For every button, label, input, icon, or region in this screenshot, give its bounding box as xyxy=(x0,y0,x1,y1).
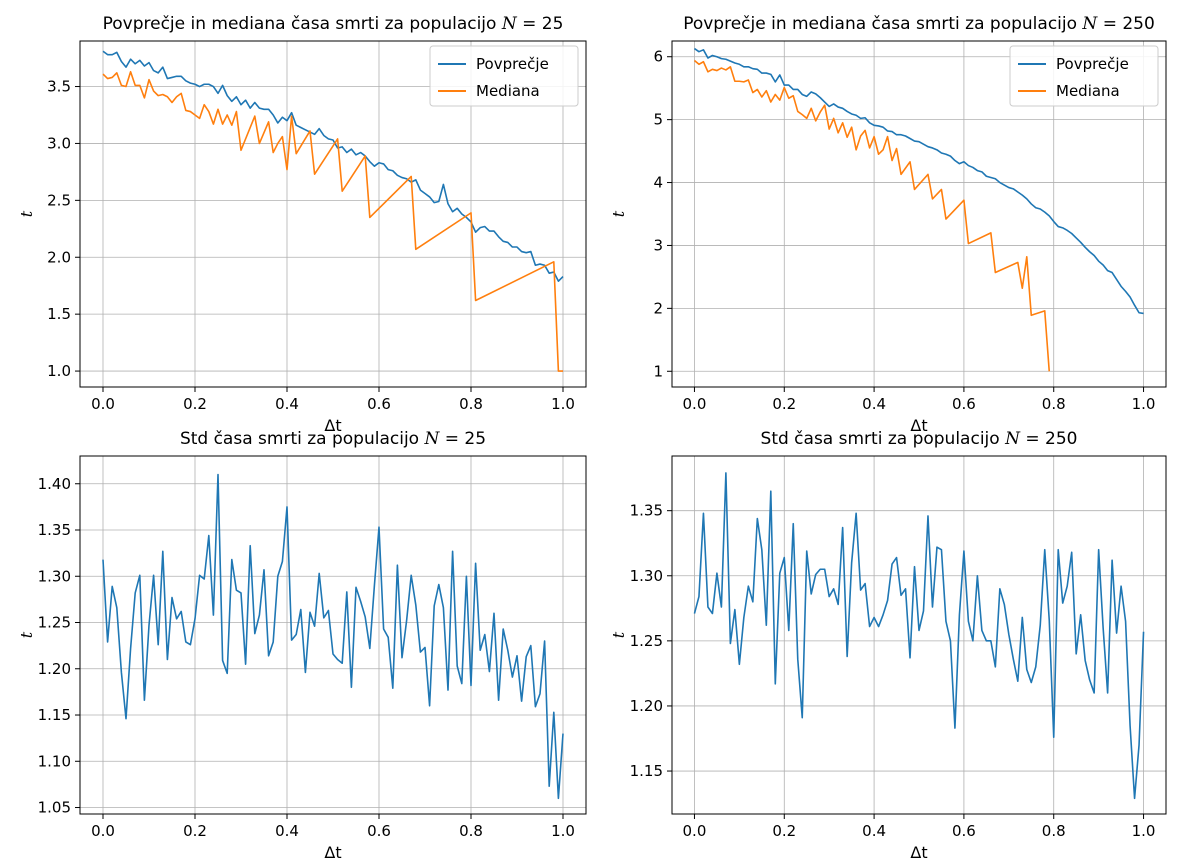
x-axis-label: Δt xyxy=(324,416,341,435)
series-line-mediana xyxy=(693,59,1051,372)
y-tick-label: 3 xyxy=(653,236,663,254)
x-tick-label: 0.2 xyxy=(183,395,207,413)
legend: Povprečje Mediana xyxy=(429,45,579,107)
x-tick-label: 0.6 xyxy=(952,395,976,413)
x-axis-label: Δt xyxy=(910,416,927,435)
series-line-povprečje xyxy=(693,47,1144,315)
chart-title-text: Std časa smrti za populacijo xyxy=(761,429,1006,449)
x-tick-label: 0.2 xyxy=(772,822,796,840)
legend-box xyxy=(429,45,579,107)
x-tick-label: 0.0 xyxy=(683,822,707,840)
chart-title-math: N xyxy=(501,14,518,34)
chart-title-math: N xyxy=(1004,429,1021,449)
y-tick-label: 1 xyxy=(653,362,663,380)
x-tick-label: 0.6 xyxy=(952,822,976,840)
chart-panel-1: 0.0 0.2 0.4 0.6 0.8 1.0 1.0 1.5 2.0 2.5 3.0 3.5 Δt t P… xyxy=(17,14,587,435)
x-tick-label: 0.0 xyxy=(91,822,115,840)
y-tick-label: 1.35 xyxy=(38,521,71,539)
y-tick-label: 1.05 xyxy=(38,799,71,817)
legend-entry: Mediana xyxy=(476,82,540,100)
series-line-std xyxy=(102,473,564,800)
x-tick-label: 0.4 xyxy=(862,822,886,840)
y-tick-label: 4 xyxy=(653,174,663,192)
x-tick-label: 0.8 xyxy=(1042,395,1066,413)
y-tick-label: 1.0 xyxy=(47,362,71,380)
series-line-mediana xyxy=(102,70,563,372)
chart-title-value: = 25 xyxy=(517,14,564,34)
y-tick-label: 6 xyxy=(653,48,663,66)
y-tick-label: 5 xyxy=(653,111,663,129)
chart-title-math: N xyxy=(423,429,440,449)
y-tick-label: 1.20 xyxy=(630,697,663,715)
axes-frame xyxy=(671,455,1167,815)
y-tick-label: 1.30 xyxy=(630,567,663,585)
x-tick-label: 0.2 xyxy=(183,822,207,840)
x-tick-label: 0.2 xyxy=(772,395,796,413)
chart-panel-2: 0.0 0.2 0.4 0.6 0.8 1.0 1 2 3 4 5 6 Δt t Povprečje in … xyxy=(609,14,1167,435)
x-tick-label: 0.4 xyxy=(862,395,886,413)
y-tick-label: 2 xyxy=(653,299,663,317)
x-axis-label: Δt xyxy=(910,843,927,862)
chart-title-text: Povprečje in mediana časa smrti za popul… xyxy=(103,14,502,34)
y-tick-label: 1.40 xyxy=(38,475,71,493)
y-tick-label: 2.0 xyxy=(47,248,71,266)
x-tick-label: 1.0 xyxy=(551,395,575,413)
axes-frame xyxy=(79,455,587,815)
y-axis-label: t xyxy=(17,631,36,638)
chart-title: Povprečje in mediana časa smrti za popul… xyxy=(683,14,1155,34)
x-tick-label: 1.0 xyxy=(1132,822,1156,840)
x-tick-label: 0.6 xyxy=(367,822,391,840)
y-tick-label: 3.0 xyxy=(47,134,71,152)
chart-title-value: = 25 xyxy=(439,429,486,449)
y-tick-label: 3.5 xyxy=(47,78,71,96)
y-tick-label: 1.25 xyxy=(38,614,71,632)
x-tick-label: 0.4 xyxy=(275,822,299,840)
y-axis-label: t xyxy=(609,631,628,638)
x-tick-label: 0.6 xyxy=(367,395,391,413)
x-tick-label: 1.0 xyxy=(551,822,575,840)
chart-panel-3: 0.0 0.2 0.4 0.6 0.8 1.0 1.05 1.10 1.15 1.20 1.25 1.… xyxy=(17,429,587,862)
chart-title-text: Povprečje in mediana časa smrti za popul… xyxy=(683,14,1082,34)
legend-entry: Mediana xyxy=(1056,82,1120,100)
y-tick-label: 1.25 xyxy=(630,632,663,650)
axes-frame xyxy=(79,40,587,388)
chart-title-math: N xyxy=(1081,14,1098,34)
legend-entry: Povprečje xyxy=(476,55,549,73)
x-tick-label: 0.0 xyxy=(91,395,115,413)
chart-title-value: = 250 xyxy=(1097,14,1155,34)
y-tick-label: 1.15 xyxy=(38,706,71,724)
x-tick-label: 0.4 xyxy=(275,395,299,413)
y-tick-label: 1.30 xyxy=(38,567,71,585)
chart-title: Std časa smrti za populacijo N = 250 xyxy=(761,429,1078,449)
chart-title-value: = 250 xyxy=(1020,429,1078,449)
legend: Povprečje Mediana xyxy=(1009,45,1159,107)
x-axis-label: Δt xyxy=(324,843,341,862)
y-tick-label: 1.5 xyxy=(47,305,71,323)
y-tick-label: 2.5 xyxy=(47,191,71,209)
chart-title: Std časa smrti za populacijo N = 25 xyxy=(180,429,486,449)
chart-title: Povprečje in mediana časa smrti za popul… xyxy=(103,14,564,34)
y-tick-label: 1.15 xyxy=(630,762,663,780)
legend-box xyxy=(1009,45,1159,107)
x-tick-label: 0.0 xyxy=(683,395,707,413)
chart-panel-4: 0.0 0.2 0.4 0.6 0.8 1.0 1.15 1.20 1.25 1.30 1.35 Δt… xyxy=(609,429,1167,862)
chart-title-text: Std časa smrti za populacijo xyxy=(180,429,425,449)
axes-frame xyxy=(671,40,1167,388)
x-tick-label: 0.8 xyxy=(459,822,483,840)
y-tick-label: 1.20 xyxy=(38,660,71,678)
plot-area xyxy=(80,456,586,814)
x-tick-label: 0.8 xyxy=(459,395,483,413)
series-line-std xyxy=(693,472,1145,800)
legend-entry: Povprečje xyxy=(1056,55,1129,73)
y-tick-label: 1.10 xyxy=(38,752,71,770)
x-tick-label: 0.8 xyxy=(1042,822,1066,840)
y-tick-label: 1.35 xyxy=(630,502,663,520)
series-line-povprečje xyxy=(102,50,564,282)
plot-area xyxy=(672,456,1166,814)
y-axis-label: t xyxy=(609,210,628,217)
x-tick-label: 1.0 xyxy=(1132,395,1156,413)
y-axis-label: t xyxy=(17,210,36,217)
